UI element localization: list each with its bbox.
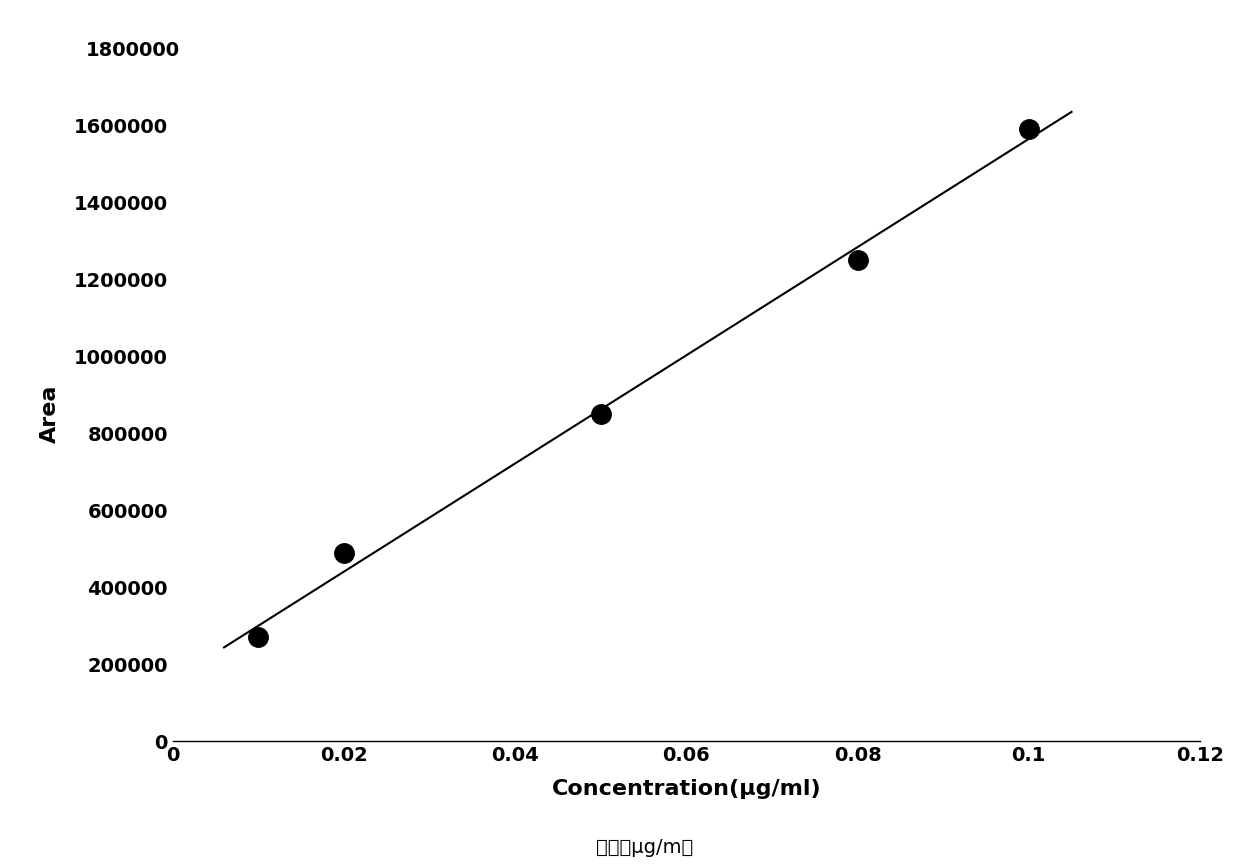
Text: 浓度（μg/m）: 浓度（μg/m） — [596, 838, 693, 857]
Y-axis label: Area: Area — [40, 385, 59, 443]
Point — [248, 630, 268, 644]
Point — [1018, 122, 1038, 136]
Point — [847, 253, 867, 267]
Text: 1800000: 1800000 — [85, 42, 180, 61]
Point — [335, 546, 354, 559]
X-axis label: Concentration(μg/ml): Concentration(μg/ml) — [551, 779, 821, 799]
Point — [591, 407, 611, 421]
